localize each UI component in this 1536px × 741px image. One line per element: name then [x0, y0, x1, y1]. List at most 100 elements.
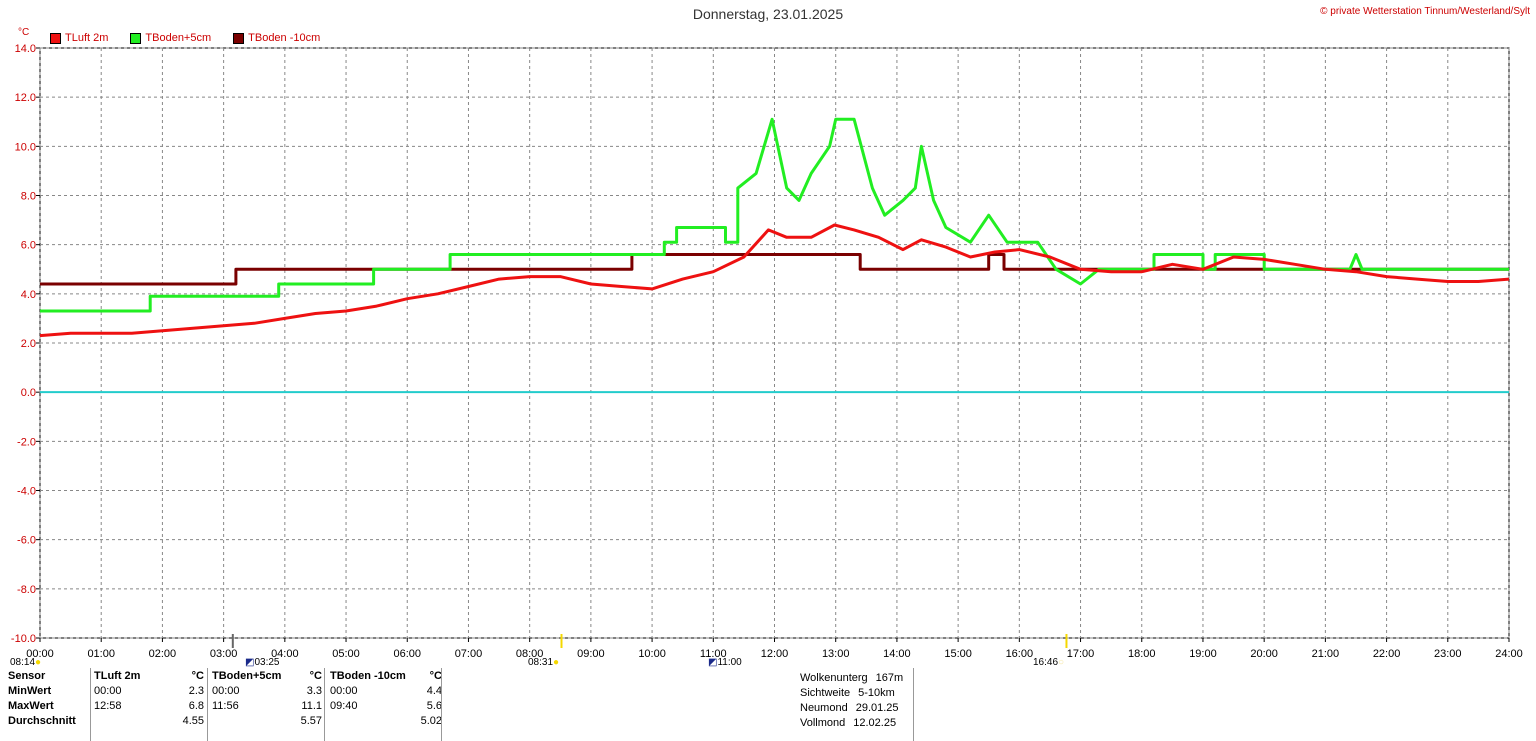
x-tick-label: 13:00 — [822, 648, 850, 660]
stats-header-tluft: TLuft 2m — [94, 669, 141, 682]
y-tick-label: 6.0 — [21, 240, 36, 252]
x-tick-label: 24:00 — [1495, 648, 1523, 660]
stats-avg-time-tluft — [90, 713, 158, 728]
x-tick-label: 16:00 — [1006, 648, 1034, 660]
extra-value-visibility: 5-10km — [858, 687, 895, 699]
legend: TLuft 2m TBoden+5cm TBoden -10cm — [50, 32, 320, 44]
stats-max-value-tboden10: 5.6 — [426, 699, 442, 712]
x-tick-label: 01:00 — [87, 648, 115, 660]
moonrise-time: ◩03:25 — [245, 657, 280, 668]
copyright-text: © private Wetterstation Tinnum/Westerlan… — [1320, 6, 1530, 17]
x-tick-label: 23:00 — [1434, 648, 1462, 660]
y-unit-label: °C — [18, 27, 30, 38]
x-tick-label: 21:00 — [1312, 648, 1340, 660]
stats-min-time-tluft: 00:00 — [94, 684, 122, 697]
legend-item-tluft: TLuft 2m — [50, 32, 108, 44]
sunset-time: 16:46○ — [1033, 657, 1065, 668]
series-line-tluft-2m — [39, 223, 1510, 338]
extra-info: Wolkenunterg 167m Sichtweite 5-10km Neumon… — [800, 672, 903, 732]
stats-divider-4 — [441, 668, 442, 741]
x-tick-label: 10:00 — [638, 648, 666, 660]
stats-row-avg: Durchschnitt 4.55 5.57 5.02 — [4, 713, 446, 728]
stats-header-sensor: Sensor — [8, 669, 46, 682]
stats-max-time-tboden5: 11:56 — [212, 699, 239, 712]
legend-label-tluft: TLuft 2m — [65, 32, 109, 44]
x-tick-label: 05:00 — [332, 648, 360, 660]
stats-min-time-tboden5: 00:00 — [212, 684, 240, 697]
x-tick-label: 19:00 — [1189, 648, 1217, 660]
y-tick-label: 14.0 — [15, 43, 36, 55]
y-tick-label: 2.0 — [21, 338, 36, 350]
stats-row-max: MaxWert 12:58 6.8 11:56 11.1 09:40 5.6 — [4, 698, 446, 713]
x-tick-label: 00:00 — [26, 648, 54, 660]
legend-swatch-tluft — [50, 32, 61, 44]
x-tick-label: 06:00 — [393, 648, 421, 660]
extra-label-newmoon: Neumond — [800, 702, 848, 714]
x-tick-label: 20:00 — [1250, 648, 1278, 660]
stats-header-tboden10: TBoden -10cm — [330, 669, 406, 682]
stats-header-unit1: °C — [191, 669, 204, 682]
y-tick-label: -4.0 — [17, 486, 36, 498]
extra-label-cloudbase: Wolkenunterg — [800, 672, 868, 684]
moonset-time: ◩11:00 — [708, 657, 742, 668]
x-tick-label: 04:00 — [271, 648, 299, 660]
stats-divider-5 — [913, 668, 914, 741]
stats-avg-value-tluft: 4.55 — [182, 714, 204, 727]
stats-divider-3 — [324, 668, 325, 741]
stats-header-unit3: °C — [429, 669, 442, 682]
stats-max-value-tboden5: 11.1 — [301, 699, 322, 712]
stats-min-time-tboden10: 00:00 — [330, 684, 358, 697]
y-tick-label: 0.0 — [21, 387, 36, 399]
legend-label-tboden10: TBoden -10cm — [248, 32, 321, 44]
stats-max-time-tluft: 12:58 — [94, 699, 122, 712]
sunrise-time: 08:14● — [10, 657, 42, 668]
solar-noon-time: 08:31● — [528, 657, 560, 668]
stats-label-avg: Durchschnitt — [8, 714, 76, 727]
x-tick-label: 11:00 — [700, 648, 727, 660]
y-tick-label: -2.0 — [17, 436, 36, 448]
extra-value-newmoon: 29.01.25 — [855, 702, 899, 714]
extra-row-visibility: Sichtweite 5-10km — [800, 687, 903, 702]
y-tick-label: 4.0 — [21, 289, 36, 301]
stats-header-tboden5: TBoden+5cm — [212, 669, 282, 682]
y-tick-label: 8.0 — [21, 191, 36, 203]
stats-label-max: MaxWert — [8, 699, 54, 712]
stats-divider-2 — [207, 668, 208, 741]
series-line-tboden-5cm — [40, 117, 1509, 313]
chart-title: Donnerstag, 23.01.2025 — [692, 6, 844, 22]
y-tick-label: -6.0 — [17, 535, 36, 547]
y-tick-label: -8.0 — [17, 584, 36, 596]
extra-label-visibility: Sichtweite — [800, 687, 851, 699]
series-line-tboden-10cm — [40, 253, 1509, 286]
x-tick-label: 07:00 — [455, 648, 483, 660]
stats-min-value-tboden10: 4.4 — [426, 684, 442, 697]
stats-avg-time-tboden10 — [326, 713, 410, 728]
x-tick-label: 14:00 — [883, 648, 911, 660]
x-tick-label: 02:00 — [149, 648, 177, 660]
x-tick-label: 08:00 — [516, 648, 544, 660]
legend-swatch-tboden5 — [130, 32, 142, 44]
extra-label-fullmoon: Vollmond — [800, 717, 846, 729]
x-tick-label: 03:00 — [210, 648, 238, 660]
legend-item-tboden5: TBoden+5cm — [130, 32, 211, 44]
stats-row-min: MinWert 00:00 2.3 00:00 3.3 00:00 4.4 — [4, 683, 446, 698]
extra-row-newmoon: Neumond 29.01.25 — [800, 702, 903, 717]
stats-avg-time-tboden5 — [208, 713, 286, 728]
stats-table: Sensor TLuft 2m °C TBoden+5cm °C TBoden … — [4, 668, 446, 728]
stats-avg-value-tboden10: 5.02 — [420, 714, 442, 727]
x-tick-label: 18:00 — [1128, 648, 1156, 660]
x-tick-label: 09:00 — [577, 648, 605, 660]
stats-avg-value-tboden5: 5.57 — [300, 714, 322, 727]
stats-divider-1 — [90, 668, 91, 741]
stats-header-unit2: °C — [309, 669, 322, 682]
stats-min-value-tluft: 2.3 — [188, 684, 204, 697]
extra-value-fullmoon: 12.02.25 — [853, 717, 897, 729]
x-tick-label: 15:00 — [944, 648, 972, 660]
extra-row-fullmoon: Vollmond 12.02.25 — [800, 717, 903, 732]
extra-value-cloudbase: 167m — [875, 672, 904, 684]
temperature-chart: 14.0 12.0 10.0 8.0 6.0 4.0 2.0 0.0 -2.0 -4.0 -6.0 -… — [11, 43, 1523, 660]
stats-header-row: Sensor TLuft 2m °C TBoden+5cm °C TBoden … — [4, 668, 446, 683]
y-tick-label: 12.0 — [15, 92, 36, 104]
x-tick-label: 12:00 — [761, 648, 789, 660]
stats-max-value-tluft: 6.8 — [188, 699, 204, 712]
